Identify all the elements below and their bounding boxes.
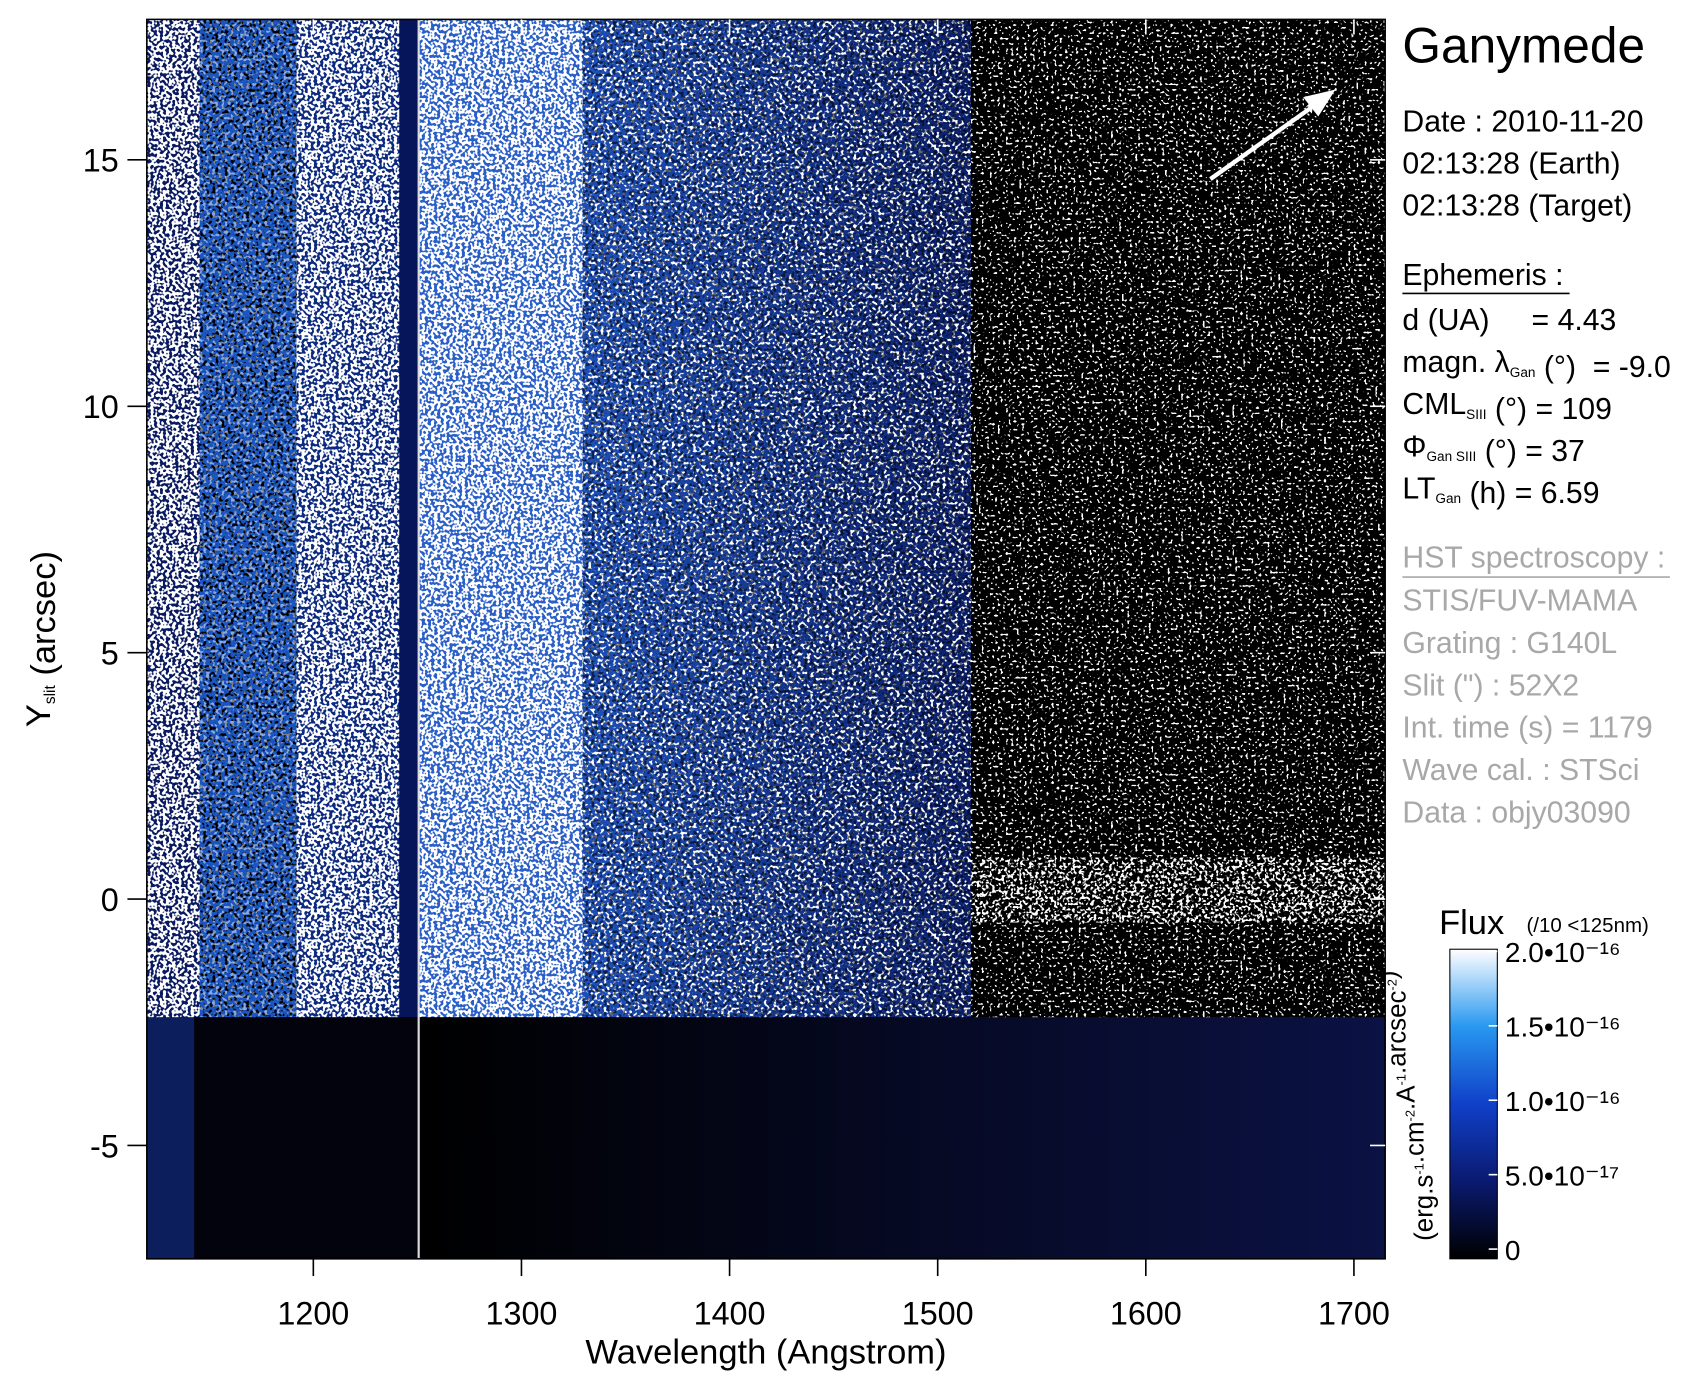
x-tick-label: 1400 [694,1296,766,1332]
text-part: .cm [1402,1121,1430,1163]
y-tick-label: -5 [90,1128,119,1164]
subscript: Gan [1435,491,1461,506]
text-part: CML [1402,388,1466,421]
y-tick-label: 10 [83,389,119,425]
y-axis-label: Yslit (arcsec) [20,551,63,727]
colorbar [1449,948,1498,1260]
plot-frame [146,18,1386,1260]
colorbar-title: Flux [1439,904,1504,942]
text-part: LT [1402,472,1435,505]
observation-line: Grating : G140L [1402,627,1617,660]
superscript: -1 [1393,1074,1408,1086]
ephemeris-heading: Ephemeris : [1402,259,1563,292]
subscript: SIII [1466,407,1486,422]
colorbar-tick-label: 0 [1505,1235,1521,1266]
ephemeris-line: ΦGan SIII (°) = 37 [1402,430,1584,468]
spectral-image [146,19,1386,1259]
date-line: Date : 2010-11-20 [1402,106,1643,139]
superscript: -1 [1412,1163,1427,1175]
x-tick-label: 1600 [1110,1296,1182,1332]
colorbar-tick-label: 1.5•10⁻¹⁶ [1505,1012,1621,1043]
observation-line: Int. time (s) = 1179 [1402,712,1652,745]
x-axis-label: Wavelength (Angstrom) [585,1333,946,1371]
ephemeris-line: d (UA) = 4.43 [1402,304,1616,337]
date-line: 02:13:28 (Earth) [1402,148,1620,181]
superscript: -2 [1402,1110,1417,1122]
direction-arrow [1209,89,1336,181]
colorbar-note: (/10 <125nm) [1526,914,1648,937]
text-part: Y [20,704,58,727]
observation-heading: HST spectroscopy : [1402,541,1665,574]
colorbar-tick-label: 1.0•10⁻¹⁶ [1505,1086,1621,1117]
text-part: d (UA) = 4.43 [1402,304,1616,337]
ephemeris-line: magn. λGan (°) = -9.0 [1402,346,1670,384]
text-part: Φ [1402,430,1426,463]
superscript: -2 [1384,979,1399,991]
observation-line: Slit (") : 52X2 [1402,669,1579,702]
text-part: (°) = 109 [1487,393,1612,426]
observation-line: Data : objy03090 [1402,796,1630,829]
observation-line: Wave cal. : STSci [1402,754,1639,787]
date-line: 02:13:28 (Target) [1402,190,1632,223]
y-tick-label: 0 [101,882,119,918]
text-part: (erg.s [1411,1175,1439,1241]
text-part: (°) = 37 [1476,435,1585,468]
subscript: Gan SIII [1426,449,1476,464]
text-part: ) [1374,970,1402,979]
text-part: magn. λ [1402,346,1509,379]
colorbar-tick-label: 5.0•10⁻¹⁷ [1505,1160,1619,1191]
y-tick-label: 5 [101,636,119,672]
text-part: (h) = 6.59 [1461,477,1599,510]
text-part: (°) = -9.0 [1535,351,1670,384]
text-part: .A [1392,1085,1420,1110]
x-tick-label: 1500 [902,1296,974,1332]
subscript: Gan [1510,365,1536,380]
x-tick-label: 1200 [277,1296,349,1332]
y-tick-label: 15 [83,143,119,179]
x-tick-label: 1300 [485,1296,557,1332]
colorbar-label: (erg.s-1.cm-2.A-1.arcsec-2) [1374,970,1438,1240]
object-title: Ganymede [1402,18,1645,74]
observation-line: STIS/FUV-MAMA [1402,585,1638,618]
text-part: .arcsec [1383,991,1411,1074]
text-part: (arcsec) [25,551,63,685]
x-tick-label: 1700 [1318,1296,1390,1332]
ephemeris-line: CMLSIII (°) = 109 [1402,388,1611,426]
colorbar-tick-label: 2.0•10⁻¹⁶ [1505,937,1621,968]
ephemeris-line: LTGan (h) = 6.59 [1402,472,1599,510]
subscript: slit [42,685,59,705]
